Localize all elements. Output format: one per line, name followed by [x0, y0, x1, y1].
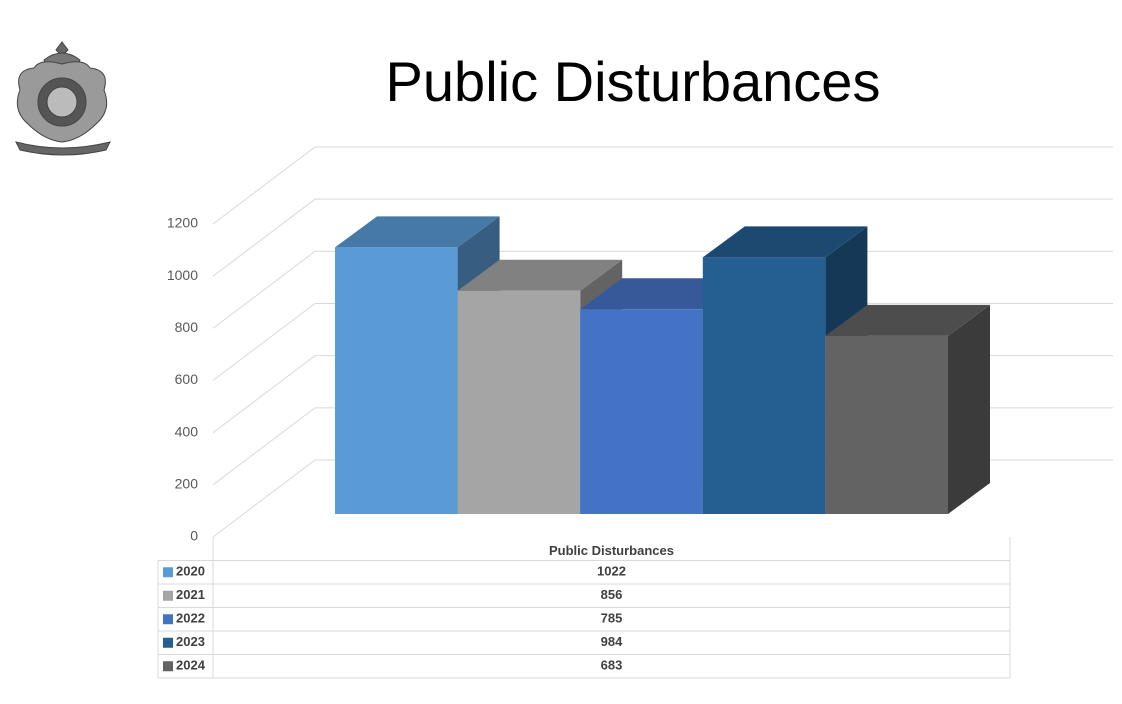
- bar-side: [948, 304, 990, 514]
- y-tick-label: 800: [175, 319, 199, 335]
- legend-label: 2024: [176, 658, 206, 673]
- bar: [335, 247, 458, 514]
- table-value: 856: [601, 587, 623, 602]
- legend-swatch: [163, 590, 173, 601]
- grid-line: [212, 198, 1113, 277]
- table-value: 984: [601, 634, 623, 649]
- bar-top: [825, 304, 990, 336]
- y-tick-label: 0: [190, 528, 198, 544]
- y-tick-label: 400: [175, 423, 199, 439]
- bar: [702, 257, 826, 514]
- legend-swatch: [163, 614, 173, 625]
- bar: [580, 309, 703, 514]
- chart-title: Public Disturbances: [386, 50, 881, 113]
- legend-label: 2021: [176, 587, 205, 602]
- legend-swatch: [163, 567, 173, 578]
- table-value: 683: [601, 658, 623, 673]
- y-tick-label: 200: [175, 476, 199, 492]
- legend-swatch: [163, 637, 173, 648]
- y-tick-label: 1200: [167, 215, 198, 231]
- grid-line: [212, 146, 1113, 225]
- legend-label: 2020: [176, 564, 205, 579]
- bar-top: [335, 216, 500, 248]
- bar: [457, 290, 581, 514]
- bar-top: [702, 226, 868, 258]
- y-tick-label: 600: [175, 371, 199, 387]
- legend-label: 2023: [176, 634, 205, 649]
- legend-swatch: [163, 661, 173, 672]
- logo: [15, 41, 111, 156]
- bar: [825, 335, 948, 514]
- table-value: 785: [601, 611, 623, 626]
- table-value: 1022: [597, 564, 626, 579]
- bar-top: [457, 259, 623, 291]
- y-tick-label: 1000: [167, 267, 198, 283]
- table-header: Public Disturbances: [549, 543, 674, 558]
- legend-label: 2022: [176, 611, 205, 626]
